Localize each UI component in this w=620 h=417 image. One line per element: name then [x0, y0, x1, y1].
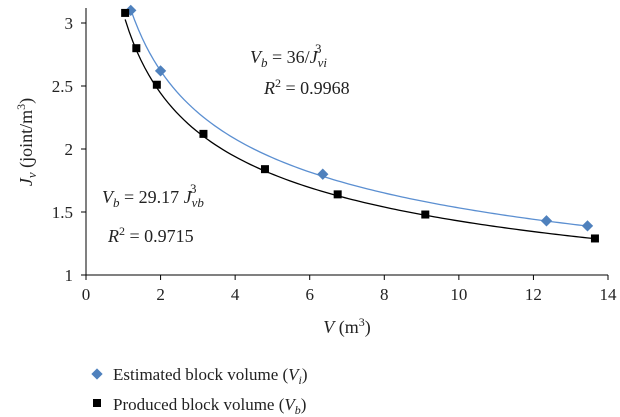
- data-points: [121, 4, 599, 243]
- point-produced: [421, 210, 430, 219]
- x-axis-label: V (m3): [323, 315, 371, 338]
- x-tick-label: 0: [82, 285, 91, 304]
- point-estimated: [154, 65, 167, 77]
- legend: Estimated block volume (Vi) Produced blo…: [91, 365, 308, 417]
- x-tick-label: 6: [305, 285, 314, 304]
- x-tick-label: 12: [525, 285, 542, 304]
- x-tick-label: 8: [380, 285, 389, 304]
- point-estimated: [540, 215, 553, 227]
- y-tick-label: 1.5: [52, 203, 73, 222]
- x-tick-label: 4: [231, 285, 240, 304]
- legend-marker-produced: [93, 399, 101, 407]
- y-tick-label: 3: [65, 14, 74, 33]
- axes: [85, 8, 608, 276]
- point-produced: [260, 165, 269, 174]
- trend-line-estimated: [130, 9, 590, 227]
- legend-label-estimated: Estimated block volume (Vi): [113, 365, 308, 387]
- annotation-estimated-equation: Vb = 36/Jvi3: [250, 41, 327, 70]
- legend-label-produced: Produced block volume (Vb): [113, 395, 306, 417]
- legend-marker-estimated: [91, 368, 103, 380]
- annotation-produced-r2: R2 = 0.9715: [107, 224, 194, 246]
- y-tick-label: 1: [65, 266, 74, 285]
- point-produced: [152, 80, 161, 89]
- y-tick-label: 2.5: [52, 77, 73, 96]
- x-tick-label: 14: [600, 285, 618, 304]
- x-tick-label: 2: [156, 285, 165, 304]
- point-produced: [132, 44, 141, 53]
- point-estimated: [317, 168, 329, 180]
- annotation-produced-equation: Vb = 29.17 Jvb3: [102, 181, 204, 210]
- annotation-estimated-r2: R2 = 0.9968: [263, 76, 350, 98]
- x-tick-label: 10: [450, 285, 467, 304]
- point-produced: [333, 190, 342, 199]
- tick-layer: 0 2 4 6 8 10 12 14 1 1.5 2 2.5 3: [52, 14, 617, 304]
- point-estimated: [581, 220, 594, 232]
- point-produced: [121, 8, 130, 17]
- y-tick-label: 2: [65, 140, 74, 159]
- y-axis-label: Jv (joint/m3): [14, 98, 39, 186]
- point-produced: [199, 129, 208, 138]
- point-produced: [590, 234, 599, 243]
